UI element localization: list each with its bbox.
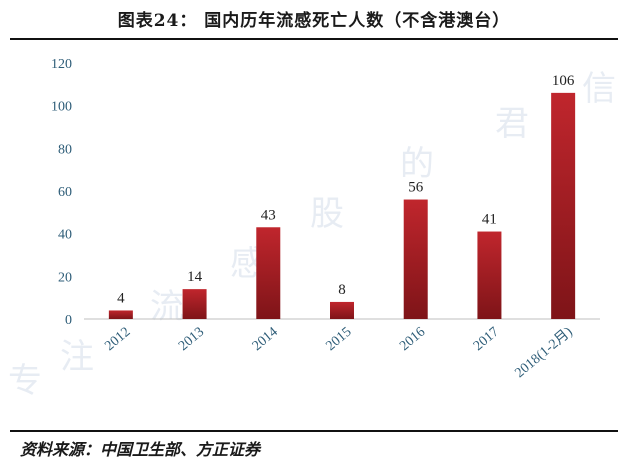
bar: [182, 289, 207, 319]
data-label: 4: [117, 290, 125, 306]
chart-title: 图表24： 国内历年流感死亡人数（不含港澳台）: [117, 11, 511, 31]
bar: [256, 227, 281, 319]
y-tick-label: 120: [51, 57, 72, 72]
x-tick-label: 2018(1-2月): [512, 324, 576, 381]
y-tick-label: 0: [65, 313, 72, 328]
data-label: 14: [187, 269, 203, 285]
source-note: 资料来源：中国卫生部、方正证券: [20, 440, 261, 459]
y-tick-label: 20: [58, 270, 72, 285]
y-tick-label: 40: [58, 228, 72, 243]
data-label: 41: [482, 212, 497, 228]
x-tick-label: 2012: [102, 325, 133, 354]
data-label: 8: [338, 282, 346, 298]
x-tick-label: 2017: [471, 325, 502, 354]
data-label: 43: [261, 207, 276, 223]
x-tick-label: 2014: [250, 325, 281, 354]
bar: [551, 92, 576, 319]
title-rule: [10, 38, 618, 40]
bar: [477, 231, 502, 319]
x-tick-label: 2015: [323, 325, 354, 354]
bar: [403, 199, 428, 319]
y-tick-label: 100: [51, 100, 72, 115]
x-tick-label: 2013: [176, 325, 207, 354]
data-label: 56: [408, 180, 424, 196]
y-tick-label: 60: [58, 185, 72, 200]
y-tick-label: 80: [58, 142, 72, 157]
x-tick-label: 2016: [397, 325, 428, 354]
bar-chart: 0 20 40 60 80 100 120 4 2012 14 2013 43 2014 8 2015 56 2…: [51, 57, 600, 381]
bar: [330, 301, 354, 319]
footer-rule: [10, 430, 618, 432]
bar: [108, 310, 133, 319]
data-label: 106: [552, 73, 575, 89]
